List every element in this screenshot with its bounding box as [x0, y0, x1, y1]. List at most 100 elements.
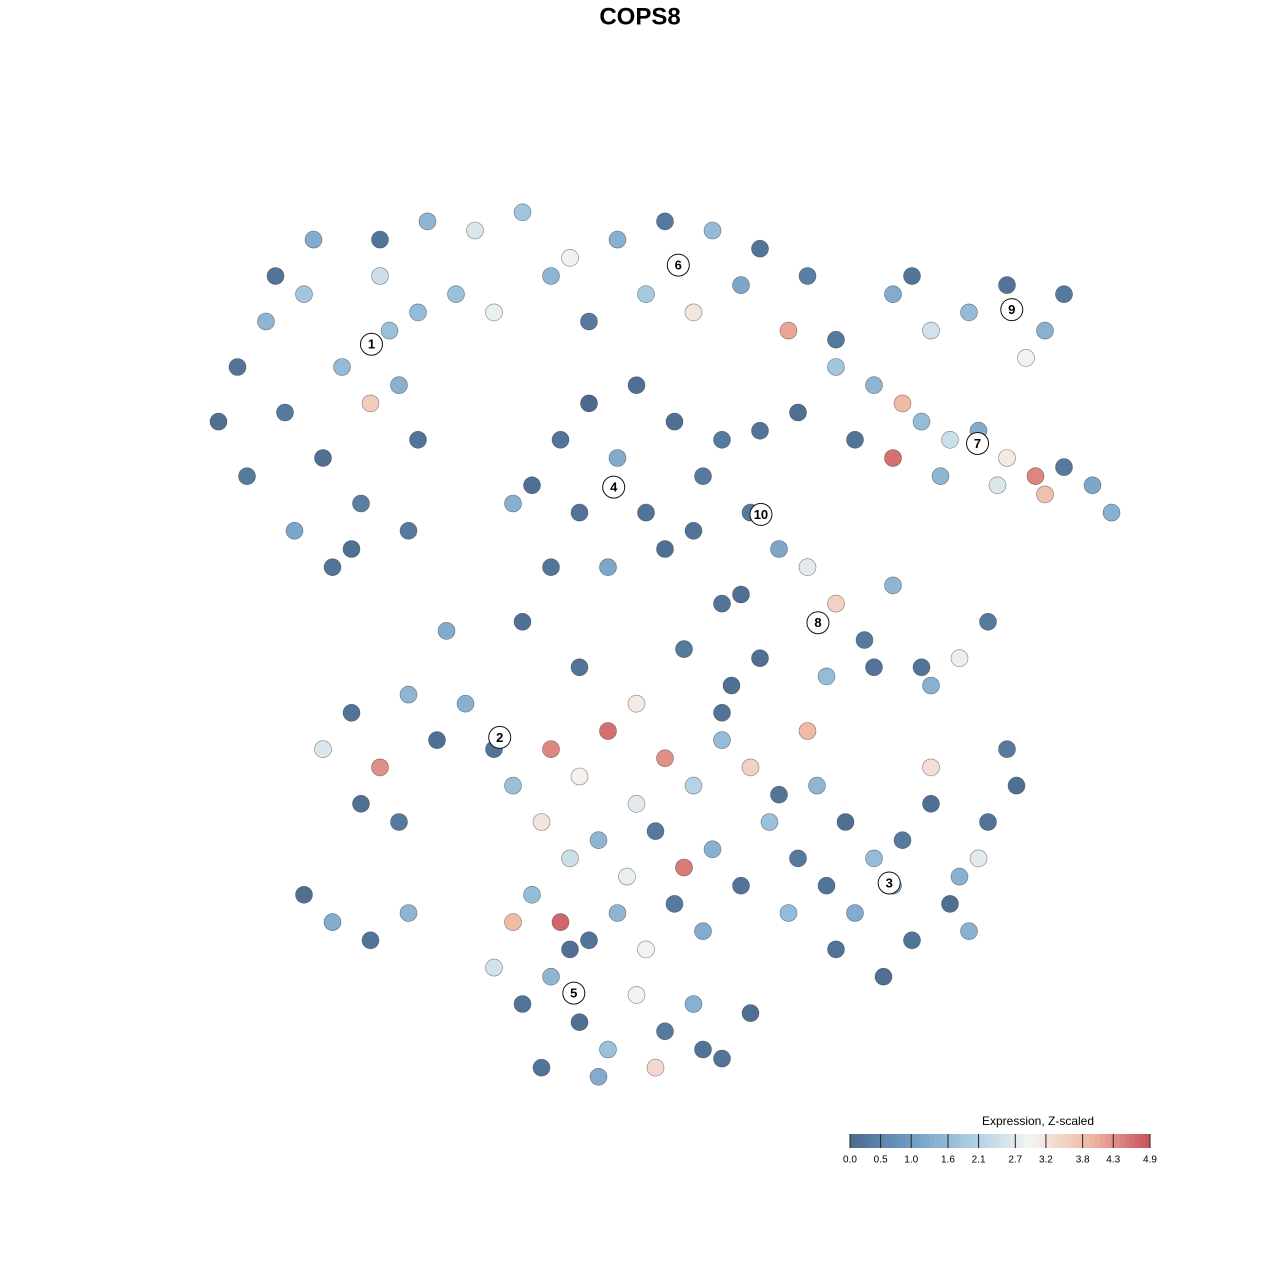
colorbar-segment: [1045, 1134, 1051, 1148]
point: [893, 394, 912, 413]
point: [770, 540, 788, 558]
point: [513, 203, 532, 222]
colorbar-segment: [855, 1134, 861, 1148]
point: [637, 940, 655, 959]
point: [751, 649, 769, 668]
point: [922, 321, 940, 340]
point: [684, 776, 703, 795]
point: [713, 430, 731, 449]
point: [228, 358, 247, 376]
point: [447, 285, 465, 304]
point: [703, 221, 722, 240]
point: [542, 740, 560, 759]
point: [380, 321, 399, 340]
colorbar-segment: [850, 1134, 856, 1148]
point: [1036, 321, 1054, 340]
point: [827, 940, 845, 959]
colorbar-title: Expression, Z-scaled: [982, 1114, 1094, 1128]
colorbar-segment: [1050, 1134, 1056, 1148]
point: [922, 794, 940, 813]
point: [884, 576, 902, 595]
point: [912, 658, 931, 677]
point: [646, 822, 665, 840]
point: [504, 494, 522, 513]
colorbar-segment: [1070, 1134, 1076, 1148]
cluster-badge: [359, 332, 383, 356]
point: [551, 913, 570, 931]
point: [713, 703, 731, 722]
point: [542, 267, 560, 285]
colorbar-segment: [1100, 1134, 1106, 1148]
point: [513, 995, 532, 1013]
colorbar-segment: [920, 1134, 926, 1148]
point: [732, 876, 750, 895]
points-layer: [209, 203, 1121, 1086]
point: [399, 904, 418, 922]
point: [684, 303, 703, 322]
point: [352, 494, 370, 513]
point: [209, 412, 228, 431]
cluster-badge: [488, 725, 512, 749]
colorbar-tick-label: 4.3: [1106, 1155, 1120, 1166]
point: [998, 740, 1016, 759]
colorbar-tick-label: 4.9: [1143, 1155, 1157, 1166]
point: [713, 1049, 731, 1068]
point: [570, 658, 589, 677]
colorbar-segment: [1010, 1134, 1016, 1148]
point: [960, 303, 978, 322]
colorbar-segment: [1005, 1134, 1011, 1148]
point: [513, 612, 532, 631]
point: [371, 758, 389, 777]
colorbar-segment: [940, 1134, 946, 1148]
point: [418, 212, 437, 231]
point: [542, 967, 560, 986]
point: [675, 640, 693, 658]
point: [789, 403, 807, 422]
point: [732, 585, 750, 604]
point: [1026, 467, 1045, 486]
cluster-labels: 1 2 3 4 5 6 7 8 9 10: [359, 253, 1024, 1005]
point: [808, 776, 826, 795]
point: [846, 430, 864, 449]
point: [361, 931, 380, 950]
point: [627, 986, 646, 1004]
point: [551, 430, 570, 449]
point: [1102, 503, 1121, 522]
point: [399, 685, 418, 704]
point: [589, 1068, 608, 1086]
point: [665, 895, 684, 913]
point: [485, 958, 503, 977]
point: [314, 740, 332, 759]
point: [836, 813, 855, 831]
cluster-label: 4: [610, 480, 618, 495]
point: [855, 631, 874, 649]
point: [238, 467, 256, 486]
point: [1055, 458, 1073, 476]
point: [817, 667, 836, 686]
cluster-label: 8: [814, 615, 821, 630]
colorbar: Expression, Z-scaled 0.0 0.5 1.0 1.6 2.1 2.7 3.…: [843, 1114, 1157, 1165]
point: [1083, 476, 1102, 495]
point: [798, 722, 817, 740]
point: [295, 885, 313, 904]
point: [608, 449, 627, 467]
point: [304, 230, 323, 249]
point: [580, 394, 598, 413]
colorbar-segment: [1090, 1134, 1096, 1148]
point: [627, 376, 646, 395]
point: [390, 813, 408, 831]
cluster-label: 9: [1008, 302, 1015, 317]
point: [713, 594, 731, 613]
point: [570, 1013, 589, 1032]
colorbar-segment: [980, 1134, 986, 1148]
colorbar-tick-label: 3.8: [1076, 1155, 1090, 1166]
point: [884, 285, 902, 304]
colorbar-segment: [975, 1134, 981, 1148]
point: [1036, 485, 1054, 504]
point: [884, 449, 902, 467]
point: [732, 276, 750, 294]
point: [428, 731, 446, 749]
colorbar-segment: [910, 1134, 916, 1148]
point: [561, 248, 579, 267]
